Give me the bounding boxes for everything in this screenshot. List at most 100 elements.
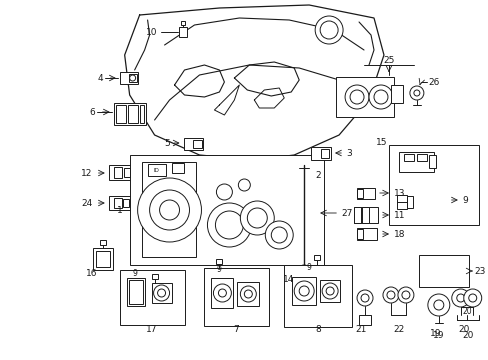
Circle shape <box>244 290 252 298</box>
Text: 8: 8 <box>315 325 320 334</box>
Bar <box>353 207 377 223</box>
Circle shape <box>297 265 310 279</box>
Bar <box>418 255 468 287</box>
Bar <box>129 155 324 265</box>
Text: 2: 2 <box>314 171 320 180</box>
Text: 20: 20 <box>462 307 471 316</box>
Bar <box>123 168 129 177</box>
Bar <box>128 74 136 82</box>
Circle shape <box>215 211 243 239</box>
Circle shape <box>216 184 232 200</box>
Circle shape <box>271 227 286 243</box>
Circle shape <box>207 203 251 247</box>
Bar <box>108 196 130 210</box>
Bar <box>120 72 137 84</box>
Bar <box>126 278 144 306</box>
Bar <box>335 77 393 117</box>
Circle shape <box>240 286 256 302</box>
Bar <box>353 207 360 223</box>
Circle shape <box>356 290 372 306</box>
Bar <box>356 189 362 198</box>
Bar <box>128 280 142 304</box>
Text: 25: 25 <box>383 55 394 64</box>
Text: 24: 24 <box>81 198 93 207</box>
Bar <box>122 199 128 207</box>
Circle shape <box>468 294 476 302</box>
Text: 27: 27 <box>341 208 352 217</box>
Circle shape <box>451 289 469 307</box>
Text: 13: 13 <box>393 189 405 198</box>
Circle shape <box>299 286 308 296</box>
Bar <box>204 268 269 326</box>
Text: 6: 6 <box>89 108 95 117</box>
Bar <box>237 282 259 306</box>
Bar <box>183 138 203 150</box>
Bar <box>356 229 362 239</box>
Bar <box>193 140 202 148</box>
Text: 23: 23 <box>474 266 485 275</box>
Circle shape <box>345 85 368 109</box>
Circle shape <box>373 90 387 104</box>
Bar <box>356 228 376 240</box>
Text: 21: 21 <box>355 325 366 334</box>
Bar <box>171 163 183 173</box>
Circle shape <box>137 178 201 242</box>
Circle shape <box>159 200 179 220</box>
Text: 16: 16 <box>86 269 97 278</box>
Circle shape <box>322 283 337 299</box>
Text: 26: 26 <box>428 77 439 86</box>
Circle shape <box>247 208 267 228</box>
Circle shape <box>456 294 464 302</box>
Bar <box>390 85 402 103</box>
Bar <box>100 240 105 245</box>
Bar <box>398 152 433 172</box>
Bar <box>310 147 330 160</box>
Circle shape <box>320 21 337 39</box>
Bar <box>416 154 426 161</box>
Text: 9: 9 <box>132 269 137 278</box>
Text: 12: 12 <box>81 168 93 177</box>
Text: 17: 17 <box>145 325 157 334</box>
Bar <box>151 274 157 279</box>
Text: 3: 3 <box>346 149 351 158</box>
Circle shape <box>149 190 189 230</box>
Circle shape <box>325 287 333 295</box>
Bar <box>114 167 122 178</box>
Bar <box>406 196 412 208</box>
Bar <box>114 103 145 125</box>
Bar <box>120 270 184 325</box>
Bar <box>114 198 122 208</box>
Circle shape <box>368 85 392 109</box>
Text: 5: 5 <box>163 139 169 148</box>
Bar <box>147 164 165 176</box>
Bar <box>211 278 233 308</box>
Circle shape <box>463 289 481 307</box>
Bar <box>358 315 370 325</box>
Text: 9: 9 <box>306 262 311 271</box>
Circle shape <box>294 281 313 301</box>
Circle shape <box>301 269 306 275</box>
Circle shape <box>409 86 423 100</box>
Circle shape <box>240 201 274 235</box>
Bar <box>396 195 406 209</box>
Text: 9: 9 <box>217 266 222 274</box>
Text: 4: 4 <box>97 73 102 82</box>
Text: 19: 19 <box>432 330 444 339</box>
Bar <box>178 27 186 37</box>
Circle shape <box>218 289 226 297</box>
Text: 1: 1 <box>117 206 122 215</box>
Circle shape <box>382 287 398 303</box>
Bar <box>151 283 171 303</box>
Bar <box>428 155 435 168</box>
Text: 15: 15 <box>375 138 386 147</box>
Bar <box>93 248 112 270</box>
Text: 14: 14 <box>282 275 294 284</box>
Bar <box>356 188 374 199</box>
Circle shape <box>238 179 250 191</box>
Bar <box>108 165 130 180</box>
Bar <box>321 149 328 158</box>
Text: 9: 9 <box>462 195 468 204</box>
Circle shape <box>265 221 293 249</box>
Circle shape <box>433 300 443 310</box>
Text: 10: 10 <box>146 27 157 36</box>
